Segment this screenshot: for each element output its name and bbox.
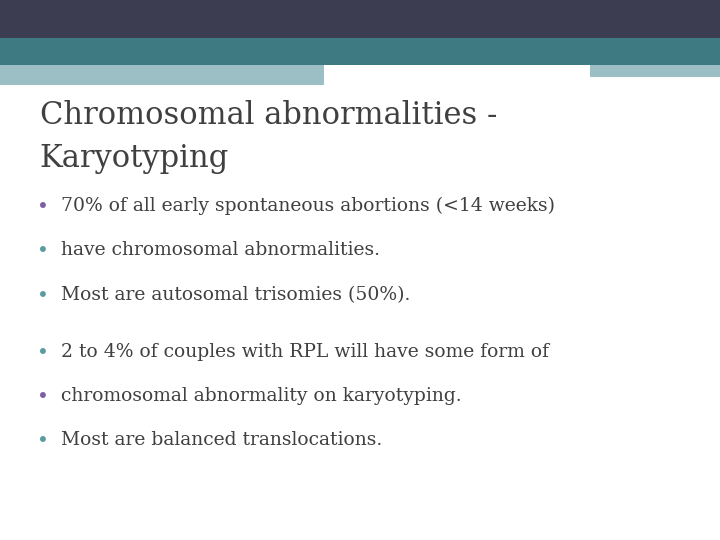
Text: •: • [37, 241, 49, 260]
Text: •: • [37, 343, 49, 362]
Text: •: • [37, 286, 49, 305]
Text: 2 to 4% of couples with RPL will have some form of: 2 to 4% of couples with RPL will have so… [61, 343, 549, 361]
Text: chromosomal abnormality on karyotyping.: chromosomal abnormality on karyotyping. [61, 387, 462, 405]
Text: 70% of all early spontaneous abortions (<14 weeks): 70% of all early spontaneous abortions (… [61, 197, 555, 215]
Text: Karyotyping: Karyotyping [40, 143, 229, 174]
Text: •: • [37, 431, 49, 450]
Text: Chromosomal abnormalities -: Chromosomal abnormalities - [40, 100, 497, 131]
Text: Most are balanced translocations.: Most are balanced translocations. [61, 431, 382, 449]
Text: •: • [37, 387, 49, 406]
Text: •: • [37, 197, 49, 216]
Text: have chromosomal abnormalities.: have chromosomal abnormalities. [61, 241, 380, 259]
Text: Most are autosomal trisomies (50%).: Most are autosomal trisomies (50%). [61, 286, 410, 303]
